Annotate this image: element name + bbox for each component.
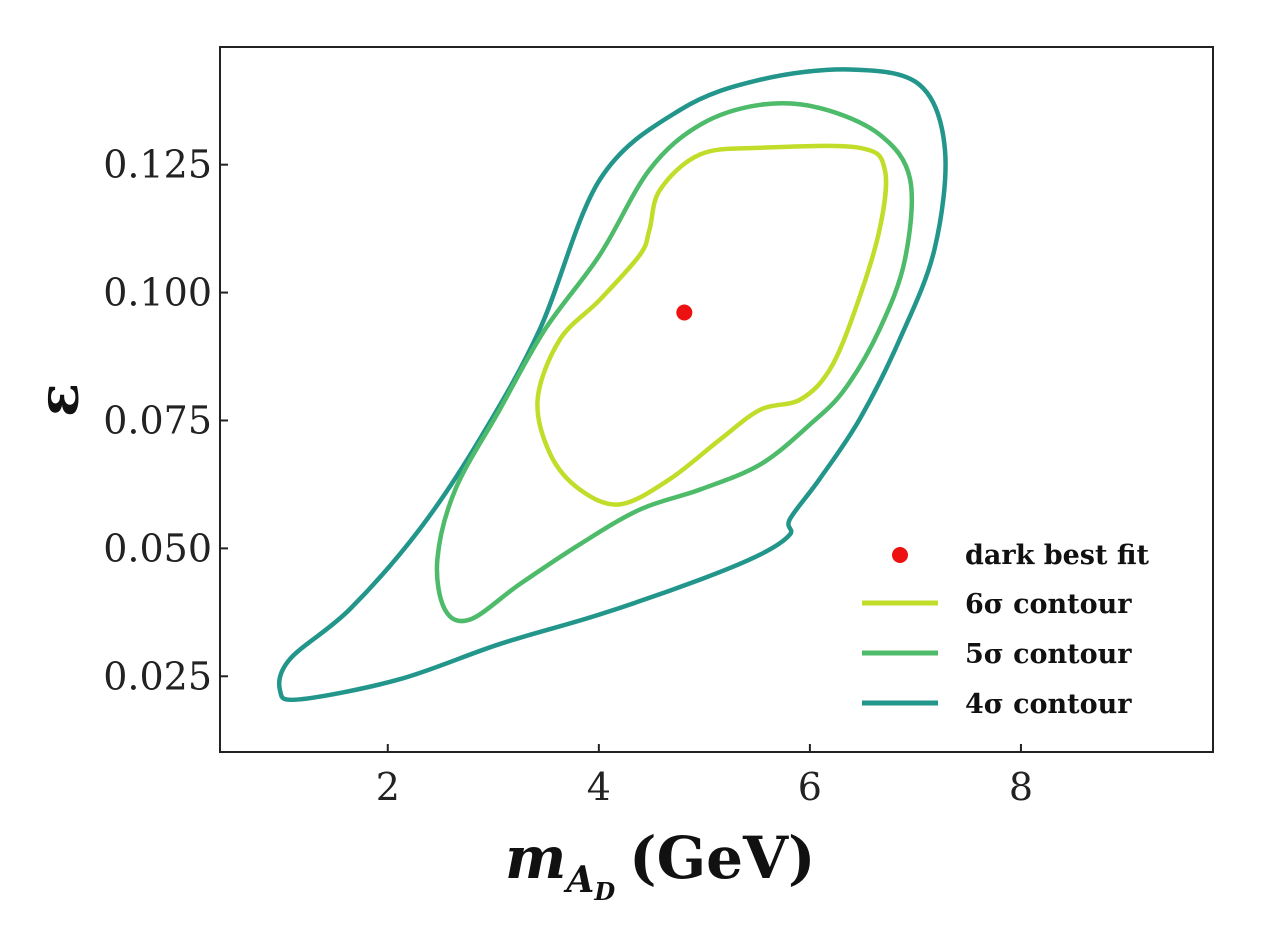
legend-label-4sigma: 4σ contour <box>965 689 1132 720</box>
y-tick-label: 0.100 <box>103 271 212 315</box>
x-tick-label: 2 <box>376 765 400 809</box>
y-axis-label: ε <box>26 383 92 417</box>
y-tick-label: 0.075 <box>103 398 212 442</box>
y-tick-label: 0.125 <box>103 143 212 187</box>
x-tick-label: 4 <box>587 765 611 809</box>
legend-label-5sigma: 5σ contour <box>965 639 1132 670</box>
x-tick-label: 8 <box>1009 765 1033 809</box>
y-tick-label: 0.050 <box>103 526 212 570</box>
legend-marker-best-fit <box>892 547 908 563</box>
legend-label-best-fit: dark best fit <box>965 540 1149 571</box>
y-axis: 0.025 0.050 0.075 0.100 0.125 <box>103 143 228 698</box>
x-axis: 2 4 6 8 <box>376 744 1033 809</box>
x-tick-label: 6 <box>798 765 822 809</box>
plot-frame <box>219 46 1214 753</box>
contour-6sigma <box>535 143 889 507</box>
contour-4sigma <box>277 67 948 703</box>
contours <box>277 67 948 703</box>
contour-5sigma <box>434 100 915 624</box>
x-axis-label: mAD (GeV) <box>505 824 815 906</box>
legend: dark best fit 6σ contour 5σ contour 4σ cont… <box>862 540 1149 720</box>
best-fit-point <box>676 304 693 321</box>
legend-label-6sigma: 6σ contour <box>965 589 1132 620</box>
y-tick-label: 0.025 <box>103 654 212 698</box>
